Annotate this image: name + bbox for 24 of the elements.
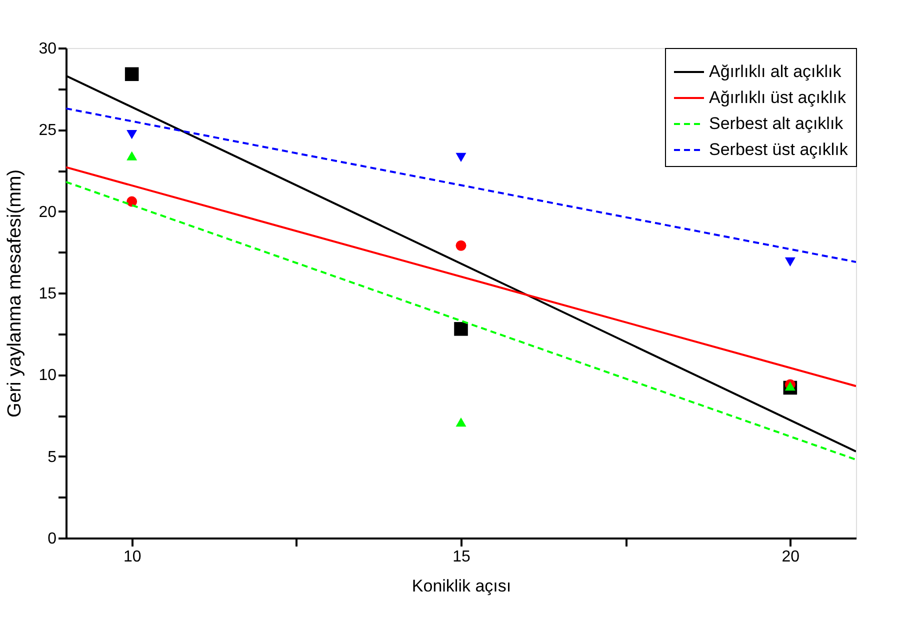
y-tick-label: 25 (38, 122, 57, 140)
point (126, 151, 138, 160)
y-tick-label: 5 (48, 448, 57, 466)
legend-label: Ağırlıklı üst açıklık (709, 88, 846, 107)
legend-label: Ağırlıklı alt açıklık (709, 62, 842, 81)
point (454, 322, 468, 336)
legend-label: Serbest üst açıklık (709, 140, 848, 159)
y-tick-label: 20 (38, 204, 57, 221)
y-tick-label: 30 (38, 40, 57, 58)
legend-label: Serbest alt açıklık (709, 114, 844, 133)
y-tick-label: 0 (48, 530, 57, 548)
y-axis-title: Geri yaylanma mesafesi(mm) (4, 169, 26, 418)
point (784, 257, 796, 267)
point (456, 417, 466, 427)
point (126, 130, 138, 140)
point (456, 240, 466, 251)
x-tick-label: 15 (452, 548, 470, 566)
x-axis-title: Koniklik açısı (412, 576, 512, 596)
x-tick-label: 10 (123, 548, 142, 566)
y-tick-label: 10 (38, 367, 57, 384)
x-tick-label: 20 (782, 548, 800, 566)
y-tick-label: 15 (38, 286, 57, 302)
point (456, 152, 466, 162)
point (124, 67, 139, 82)
